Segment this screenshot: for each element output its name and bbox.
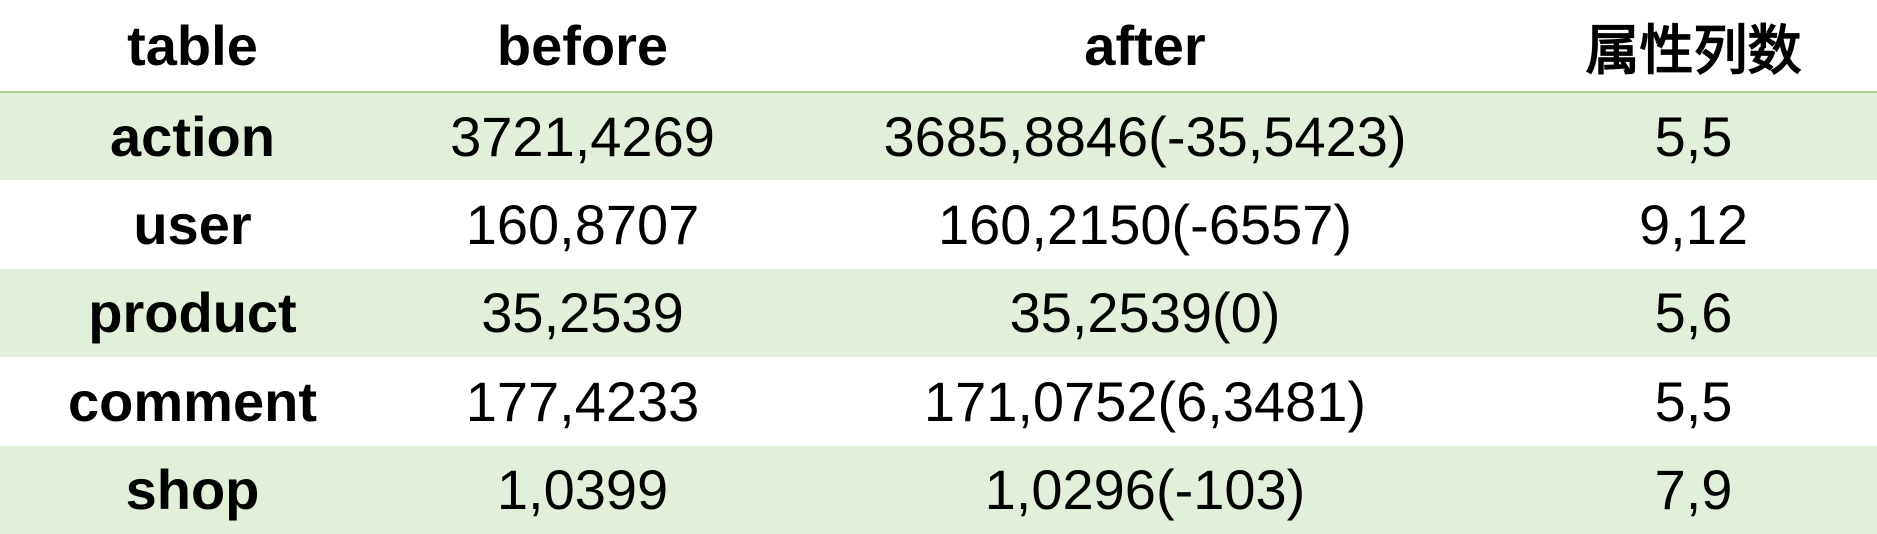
row-after: 1,0296(-103)	[984, 458, 1306, 522]
table-row: product 35,2539 35,2539(0) 5,6	[0, 268, 1877, 358]
row-after: 160,2150(-6557)	[937, 193, 1353, 257]
row-name: action	[110, 105, 275, 169]
header-table: table	[0, 0, 385, 93]
table-row: shop 1,0399 1,0296(-103) 7,9	[0, 445, 1877, 534]
table-row: user 160,8707 160,2150(-6557) 9,12	[0, 180, 1877, 269]
row-before: 3721,4269	[450, 105, 715, 169]
table-row: action 3721,4269 3685,8846(-35,5423) 5,5	[0, 92, 1877, 181]
row-attrs: 5,5	[1654, 105, 1733, 169]
row-name: shop	[125, 458, 260, 522]
row-name: user	[133, 193, 252, 257]
header-attribute-count: 属性列数	[1510, 0, 1877, 93]
row-name: product	[88, 281, 297, 345]
row-before: 177,4233	[465, 369, 700, 433]
row-after: 3685,8846(-35,5423)	[883, 105, 1407, 169]
header-before: before	[385, 0, 780, 93]
table-body: action 3721,4269 3685,8846(-35,5423) 5,5…	[0, 92, 1877, 534]
row-after: 35,2539(0)	[1009, 281, 1281, 345]
row-before: 35,2539	[481, 281, 684, 345]
table-header: table before after 属性列数	[0, 0, 1877, 93]
row-name: comment	[68, 369, 317, 433]
row-attrs: 5,5	[1654, 369, 1733, 433]
row-attrs: 5,6	[1654, 281, 1733, 345]
row-attrs: 9,12	[1639, 193, 1748, 257]
table-row: comment 177,4233 171,0752(6,3481) 5,5	[0, 357, 1877, 446]
row-after: 171,0752(6,3481)	[923, 369, 1367, 433]
row-before: 1,0399	[496, 458, 669, 522]
row-before: 160,8707	[465, 193, 700, 257]
header-row: table before after 属性列数	[0, 0, 1877, 93]
row-attrs: 7,9	[1654, 458, 1733, 522]
header-after: after	[780, 0, 1510, 93]
